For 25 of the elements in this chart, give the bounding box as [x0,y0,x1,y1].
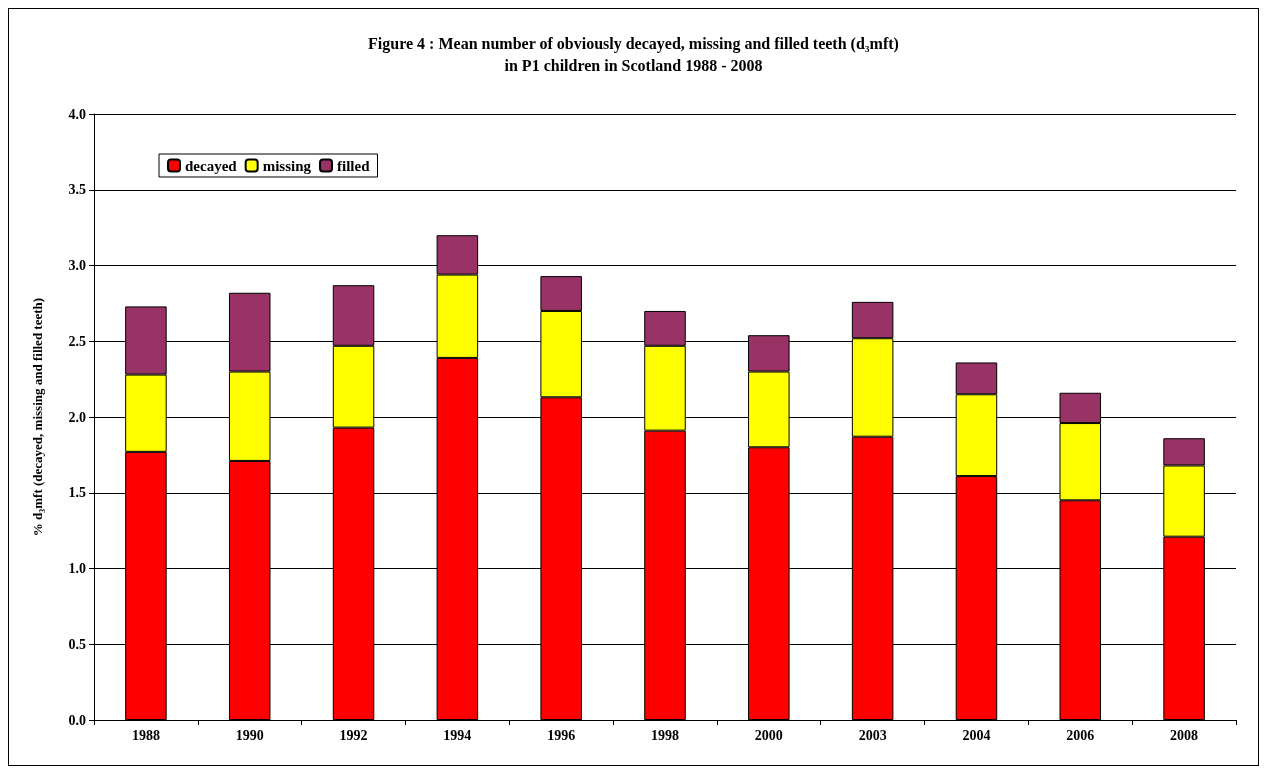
legend-label: missing [262,157,312,174]
legend-label: filled [337,157,371,174]
y-tick-label: 0.5 [68,636,86,652]
y-tick-label: 1.0 [68,561,86,576]
y-tick-label: 2.5 [68,333,86,349]
x-tick-label: 2006 [1066,727,1095,743]
x-tick-label: 1994 [443,727,472,743]
y-axis-title: % d₃mft (decayed, missing and filled teeth) [30,297,45,537]
x-tick-label: 2008 [1170,727,1199,743]
y-tick-label: 3.0 [68,258,86,273]
x-tick-label: 1996 [547,727,576,743]
chart-title: Figure 4 : Mean number of obviously decayed, missing and filled teeth (d₃mft) in P1 children in Scotland 1988 - 2008 [368,34,899,74]
x-tick-label: 2000 [754,727,783,743]
y-tick-label: 3.5 [68,182,86,198]
x-tick-label: 1990 [235,727,264,743]
x-tick-label: 2003 [858,727,887,743]
x-tick-label: 1992 [339,727,368,743]
y-tick-label: 4.0 [68,106,86,122]
legend-label: decayed [185,157,238,174]
y-tick-label: 0.0 [68,712,86,728]
x-tick-label: 1988 [131,727,160,743]
y-tick-label: 2.0 [68,409,86,425]
y-tick-label: 1.5 [68,485,86,501]
x-tick-label: 2004 [962,727,991,743]
x-tick-label: 1998 [651,727,679,743]
